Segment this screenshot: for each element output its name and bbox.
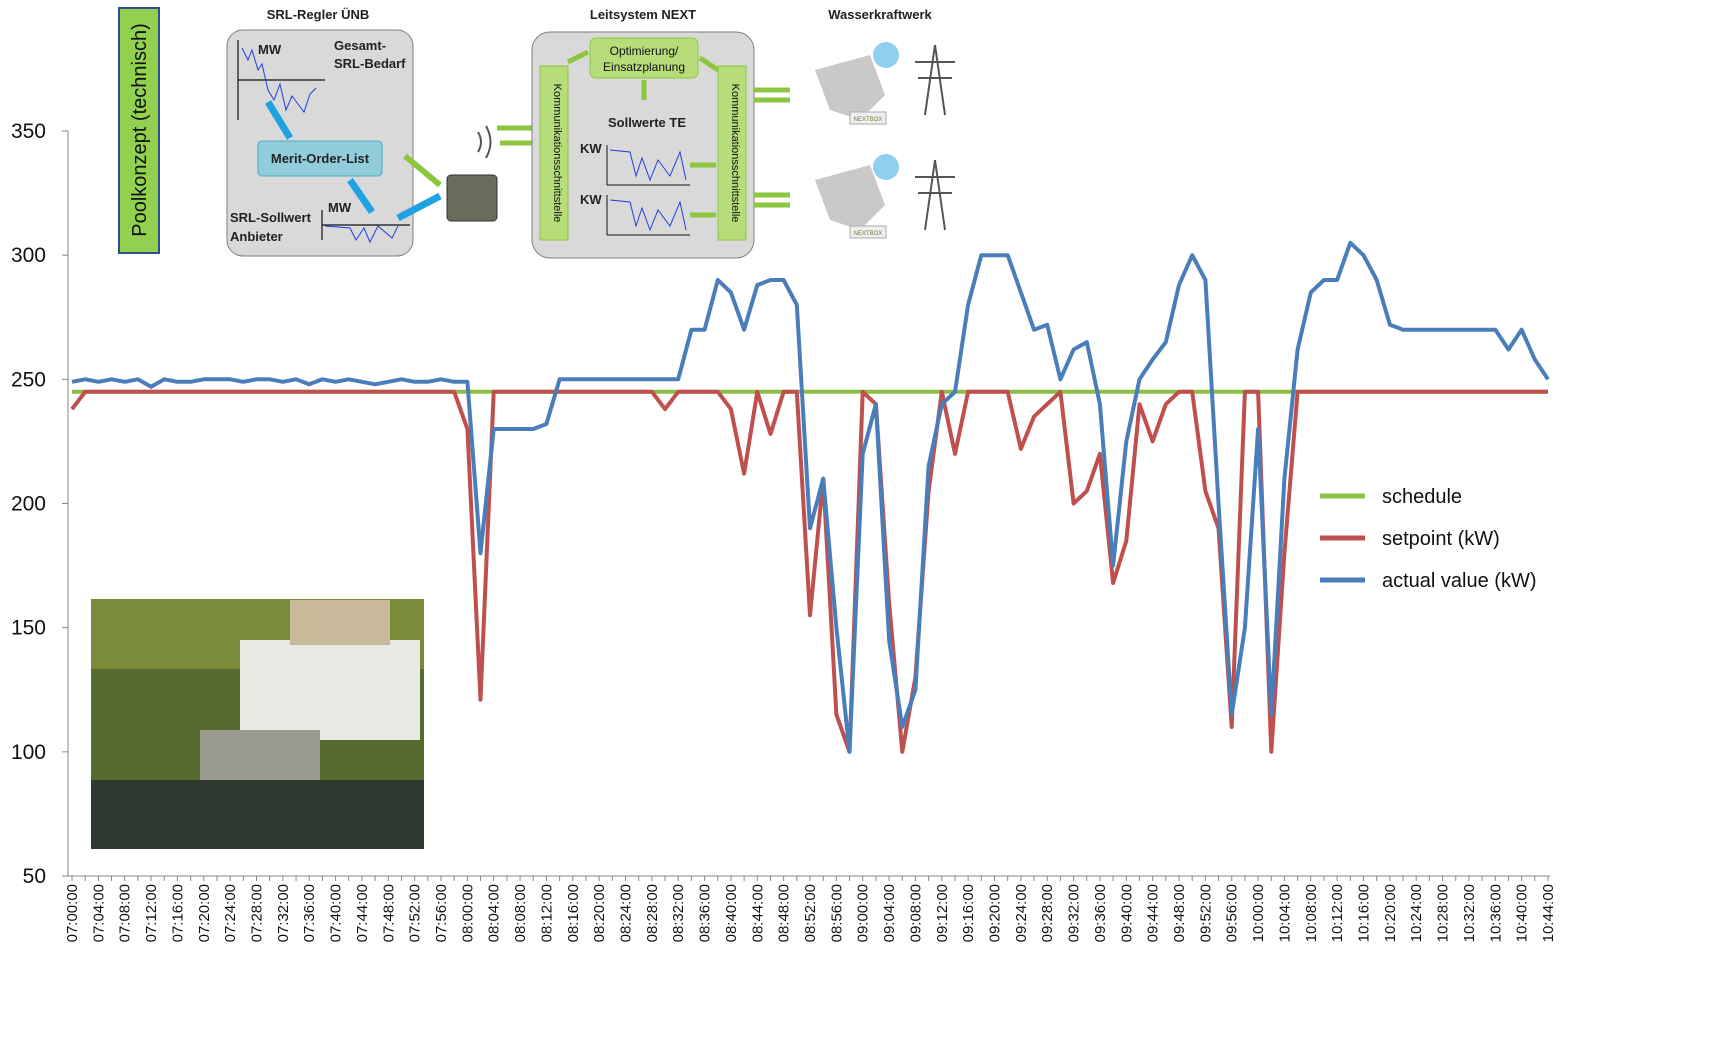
label: Kommunikationsschnittstelle bbox=[551, 84, 563, 223]
x-tick-label: 07:40:00 bbox=[328, 884, 345, 942]
x-tick-label: 09:16:00 bbox=[960, 884, 977, 942]
label: Kommunikationsschnittstelle bbox=[729, 84, 741, 223]
photo bbox=[91, 599, 424, 849]
x-tick-label: 07:08:00 bbox=[117, 884, 134, 942]
chart: Poolkonzept (technisch) SRL-Regler ÜNB M… bbox=[0, 0, 1713, 1049]
x-tick-label: 08:04:00 bbox=[486, 884, 503, 942]
x-tick-label: 09:32:00 bbox=[1066, 884, 1083, 942]
y-tick-label: 200 bbox=[11, 493, 46, 516]
x-tick-label: 07:32:00 bbox=[275, 884, 292, 942]
x-tick-label: 07:28:00 bbox=[249, 884, 266, 942]
pylon-icon bbox=[915, 45, 955, 230]
x-tick-label: 09:56:00 bbox=[1224, 884, 1241, 942]
x-tick-label: 10:24:00 bbox=[1408, 884, 1425, 942]
x-tick-label: 10:16:00 bbox=[1356, 884, 1373, 942]
arrow bbox=[497, 128, 535, 143]
x-tick-label: 09:20:00 bbox=[987, 884, 1004, 942]
y-tick-label: 100 bbox=[11, 741, 46, 764]
x-tick-label: 09:08:00 bbox=[907, 884, 924, 942]
x-tick-label: 09:00:00 bbox=[855, 884, 872, 942]
x-tick-label: 10:04:00 bbox=[1276, 884, 1293, 942]
x-tick-label: 07:48:00 bbox=[380, 884, 397, 942]
x-tick-label: 07:20:00 bbox=[196, 884, 213, 942]
x-tick-label: 09:28:00 bbox=[1039, 884, 1056, 942]
x-tick-label: 10:36:00 bbox=[1487, 884, 1504, 942]
x-tick-label: 10:12:00 bbox=[1329, 884, 1346, 942]
x-tick-label: 08:20:00 bbox=[591, 884, 608, 942]
x-tick-label: 08:52:00 bbox=[802, 884, 819, 942]
label: NEXTBOX bbox=[854, 117, 883, 123]
x-tick-label: 09:04:00 bbox=[881, 884, 898, 942]
x-tick-label: 07:00:00 bbox=[64, 884, 81, 942]
x-tick-label: 08:28:00 bbox=[644, 884, 661, 942]
label: NEXTBOX bbox=[854, 231, 883, 237]
x-tick-label: 10:00:00 bbox=[1250, 884, 1267, 942]
y-tick-label: 350 bbox=[11, 120, 46, 143]
x-tick-label: 08:24:00 bbox=[618, 884, 635, 942]
label: Merit-Order-List bbox=[271, 151, 370, 166]
legend-label: setpoint (kW) bbox=[1382, 528, 1500, 550]
x-tick-label: 07:56:00 bbox=[433, 884, 450, 942]
x-tick-label: 08:12:00 bbox=[538, 884, 555, 942]
x-tick-label: 09:52:00 bbox=[1197, 884, 1214, 942]
legend-label: actual value (kW) bbox=[1382, 570, 1537, 592]
y-tick-label: 300 bbox=[11, 244, 46, 267]
label: SRL-Bedarf bbox=[334, 56, 406, 71]
x-tick-label: 08:32:00 bbox=[670, 884, 687, 942]
turbine-icon bbox=[815, 154, 899, 238]
x-tick-label: 08:40:00 bbox=[723, 884, 740, 942]
label: KW bbox=[580, 192, 602, 207]
label: Sollwerte TE bbox=[608, 115, 686, 130]
x-tick-label: 10:08:00 bbox=[1303, 884, 1320, 942]
x-tick-label: 07:12:00 bbox=[143, 884, 160, 942]
signal bbox=[478, 126, 491, 158]
x-tick-label: 09:36:00 bbox=[1092, 884, 1109, 942]
x-tick-label: 08:44:00 bbox=[749, 884, 766, 942]
label: KW bbox=[580, 141, 602, 156]
x-tick-label: 10:44:00 bbox=[1540, 884, 1557, 942]
device bbox=[447, 175, 497, 221]
x-tick-label: 08:00:00 bbox=[459, 884, 476, 942]
x-tick-label: 07:36:00 bbox=[301, 884, 318, 942]
label: SRL-Sollwert bbox=[230, 210, 312, 225]
label: Einsatzplanung bbox=[603, 60, 685, 74]
y-tick-label: 250 bbox=[11, 368, 46, 391]
y-tick-label: 150 bbox=[11, 617, 46, 640]
x-tick-label: 10:20:00 bbox=[1382, 884, 1399, 942]
turbine-icon bbox=[815, 42, 899, 124]
x-tick-label: 10:40:00 bbox=[1514, 884, 1531, 942]
label: Optimierung/ bbox=[610, 44, 679, 58]
x-tick-label: 08:36:00 bbox=[697, 884, 714, 942]
x-tick-label: 10:32:00 bbox=[1461, 884, 1478, 942]
x-tick-label: 07:04:00 bbox=[90, 884, 107, 942]
label: Gesamt- bbox=[334, 38, 386, 53]
label: MW bbox=[258, 42, 282, 57]
next-title: Leitsystem NEXT bbox=[590, 7, 696, 22]
x-tick-label: 07:16:00 bbox=[169, 884, 186, 942]
x-tick-label: 09:44:00 bbox=[1145, 884, 1162, 942]
x-tick-label: 10:28:00 bbox=[1435, 884, 1452, 942]
wkw-title: Wasserkraftwerk bbox=[828, 7, 932, 22]
pool-label: Poolkonzept (technisch) bbox=[129, 23, 151, 236]
y-tick-label: 50 bbox=[23, 865, 46, 888]
x-tick-label: 07:44:00 bbox=[354, 884, 371, 942]
x-tick-label: 09:40:00 bbox=[1118, 884, 1135, 942]
label: MW bbox=[328, 200, 352, 215]
x-tick-label: 07:52:00 bbox=[407, 884, 424, 942]
x-tick-label: 08:08:00 bbox=[512, 884, 529, 942]
x-tick-label: 09:12:00 bbox=[934, 884, 951, 942]
x-tick-label: 08:48:00 bbox=[776, 884, 793, 942]
x-tick-label: 09:24:00 bbox=[1013, 884, 1030, 942]
srl-title: SRL-Regler ÜNB bbox=[267, 7, 370, 22]
x-tick-label: 07:24:00 bbox=[222, 884, 239, 942]
label: Anbieter bbox=[230, 229, 283, 244]
x-tick-label: 08:56:00 bbox=[828, 884, 845, 942]
legend-label: schedule bbox=[1382, 486, 1462, 508]
x-tick-label: 09:48:00 bbox=[1171, 884, 1188, 942]
x-tick-label: 08:16:00 bbox=[565, 884, 582, 942]
